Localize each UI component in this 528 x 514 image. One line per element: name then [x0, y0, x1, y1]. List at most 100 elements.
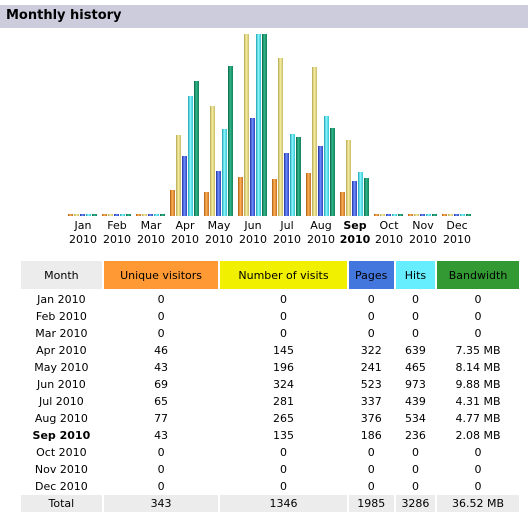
- cell-visits: 0: [279, 310, 287, 323]
- bar-number-of-visits: [74, 214, 79, 216]
- bar-hits: [120, 214, 125, 216]
- table-row: Dec 2010 0 0 0 0 0: [21, 478, 519, 495]
- table-row: Feb 2010 0 0 0 0 0: [21, 308, 519, 325]
- cell-visits: 324: [272, 378, 294, 391]
- month-tick-label: Dec 2010: [440, 219, 474, 247]
- cell-hits: 973: [404, 378, 426, 391]
- bar-unique-visitors: [170, 190, 175, 216]
- bar-unique-visitors: [374, 214, 379, 216]
- monthly-history-chart: [66, 30, 476, 216]
- column-bandwidth: Bandwidth: [437, 261, 519, 291]
- month-tick-label: Aug 2010: [304, 219, 338, 247]
- bar-bandwidth-mb: [466, 214, 471, 216]
- table-row: Mar 2010 0 0 0 0 0: [21, 325, 519, 342]
- cell-month: Sep 2010: [32, 429, 91, 442]
- bar-bandwidth-mb: [228, 66, 233, 216]
- month-tick-name: Feb: [107, 219, 127, 232]
- section-header: Monthly history: [0, 5, 528, 28]
- cell-month: May 2010: [34, 361, 89, 374]
- cell-month: Feb 2010: [35, 310, 87, 323]
- bar-number-of-visits: [278, 58, 283, 216]
- cell-unique: 77: [154, 412, 169, 425]
- cell-pages: 376: [360, 412, 382, 425]
- table-row: Apr 2010 46 145 322 639 7.35 MB: [21, 342, 519, 359]
- cell-pages: 186: [360, 429, 382, 442]
- cell-pages: 0: [367, 463, 375, 476]
- month-tick-name: Dec: [446, 219, 468, 232]
- month-tick-year: 2010: [171, 233, 199, 246]
- cell-month: Jan 2010: [37, 293, 86, 306]
- table-row: Oct 2010 0 0 0 0 0: [21, 444, 519, 461]
- bar-pages: [80, 214, 85, 216]
- cell-hits: 236: [404, 429, 426, 442]
- cell-month: Jun 2010: [37, 378, 86, 391]
- cell-bandwidth: 7.35 MB: [455, 344, 501, 357]
- cell-unique: 65: [154, 395, 169, 408]
- month-tick-name: Jan: [74, 219, 92, 232]
- bar-hits: [392, 214, 397, 216]
- bar-bandwidth-mb: [364, 178, 369, 216]
- month-tick-name: Jul: [280, 219, 294, 232]
- bar-bandwidth-mb: [432, 214, 437, 216]
- cell-visits: 0: [279, 293, 287, 306]
- bar-bandwidth-mb: [194, 81, 199, 216]
- bar-number-of-visits: [108, 214, 113, 216]
- bar-hits: [86, 214, 91, 216]
- month-tick-name: Oct: [379, 219, 399, 232]
- cell-pages: 0: [367, 480, 375, 493]
- bar-hits: [188, 96, 193, 216]
- cell-visits: 281: [272, 395, 294, 408]
- cell-month: Aug 2010: [34, 412, 88, 425]
- bar-hits: [324, 116, 329, 216]
- cell-month: Dec 2010: [34, 480, 88, 493]
- bar-unique-visitors: [272, 179, 277, 216]
- month-tick-name: Jun: [244, 219, 262, 232]
- cell-pages: 0: [367, 446, 375, 459]
- month-tick-year: 2010: [137, 233, 165, 246]
- bar-bandwidth-mb: [330, 128, 335, 216]
- bar-pages: [216, 171, 221, 216]
- bar-number-of-visits: [142, 214, 147, 216]
- cell-month: Jul 2010: [38, 395, 84, 408]
- cell-bandwidth: 9.88 MB: [455, 378, 501, 391]
- month-tick-label: Nov 2010: [406, 219, 440, 247]
- cell-hits: 534: [404, 412, 426, 425]
- bar-number-of-visits: [380, 214, 385, 216]
- table-row: Sep 2010 43 135 186 236 2.08 MB: [21, 427, 519, 444]
- bar-unique-visitors: [306, 173, 311, 216]
- bar-pages: [318, 146, 323, 216]
- total-pages: 1985: [348, 495, 394, 512]
- cell-unique: 43: [154, 361, 169, 374]
- month-tick-label: Jun 2010: [236, 219, 270, 247]
- column-unique-visitors: Unique visitors: [103, 261, 219, 291]
- table-row: Nov 2010 0 0 0 0 0: [21, 461, 519, 478]
- cell-month: Apr 2010: [36, 344, 87, 357]
- month-tick-name: Aug: [310, 219, 332, 232]
- cell-bandwidth: 0: [474, 463, 482, 476]
- cell-pages: 523: [360, 378, 382, 391]
- total-hits: 3286: [395, 495, 436, 512]
- column-pages: Pages: [348, 261, 394, 291]
- cell-unique: 0: [157, 327, 165, 340]
- table-row: Aug 2010 77 265 376 534 4.77 MB: [21, 410, 519, 427]
- total-bandwidth: 36.52 MB: [437, 495, 519, 512]
- bar-number-of-visits: [312, 67, 317, 216]
- cell-bandwidth: 4.31 MB: [455, 395, 501, 408]
- total-unique: 343: [103, 495, 219, 512]
- bar-hits: [290, 134, 295, 216]
- cell-visits: 0: [279, 446, 287, 459]
- cell-visits: 135: [272, 429, 294, 442]
- cell-hits: 0: [411, 480, 419, 493]
- bar-number-of-visits: [414, 214, 419, 216]
- month-tick-label: Apr 2010: [168, 219, 202, 247]
- bar-number-of-visits: [448, 214, 453, 216]
- month-tick-name: Sep: [343, 219, 367, 232]
- month-tick-label: Jan 2010: [66, 219, 100, 247]
- bar-pages: [386, 214, 391, 216]
- bar-hits: [256, 34, 261, 216]
- cell-bandwidth: 0: [474, 480, 482, 493]
- month-tick-year: 2010: [205, 233, 233, 246]
- cell-bandwidth: 4.77 MB: [455, 412, 501, 425]
- cell-pages: 241: [360, 361, 382, 374]
- cell-bandwidth: 0: [474, 327, 482, 340]
